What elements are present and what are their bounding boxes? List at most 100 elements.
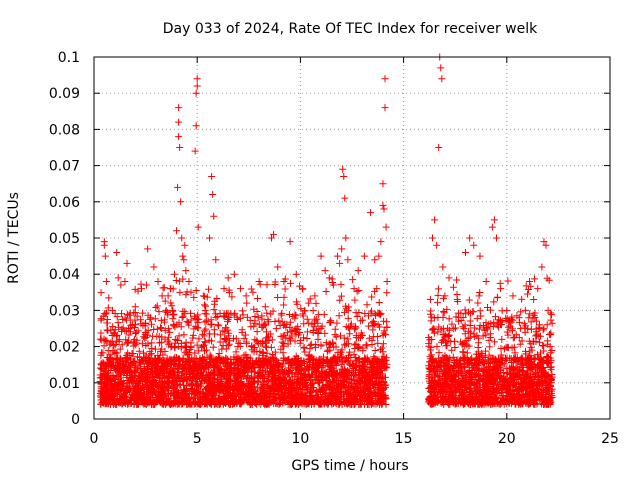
- data-point-band: [354, 313, 361, 320]
- data-point-band: [184, 318, 191, 325]
- data-point-band: [477, 307, 484, 314]
- data-point-band: [158, 317, 165, 324]
- data-point-band: [148, 345, 155, 352]
- data-point-band: [459, 348, 466, 355]
- data-point-band: [278, 310, 285, 317]
- data-point-band: [321, 330, 328, 337]
- data-point-band: [428, 351, 435, 358]
- data-point-band: [351, 297, 358, 304]
- data-point-band: [377, 310, 384, 317]
- data-point-band: [548, 311, 555, 318]
- data-point-band: [540, 325, 547, 332]
- data-point-band: [97, 329, 104, 336]
- data-point-band: [355, 287, 362, 294]
- data-point-band: [205, 286, 212, 293]
- data-point-band: [176, 332, 183, 339]
- data-point-band: [345, 315, 352, 322]
- data-point-band: [544, 321, 551, 328]
- data-point-band: [336, 312, 343, 319]
- data-point-band: [287, 280, 294, 287]
- data-point-band: [104, 316, 111, 323]
- data-point-band: [497, 345, 504, 352]
- data-point-band: [476, 289, 483, 296]
- data-point-band: [279, 339, 286, 346]
- data-point-band: [176, 289, 183, 296]
- data-point-band: [433, 343, 440, 350]
- data-point-band: [323, 288, 330, 295]
- data-point-band: [379, 344, 386, 351]
- data-point-band: [451, 338, 458, 345]
- data-point-band: [336, 297, 343, 304]
- data-point-band: [301, 344, 308, 351]
- data-point-band: [105, 294, 112, 301]
- data-point-band: [281, 294, 288, 301]
- data-point-band: [518, 296, 525, 303]
- data-point-band: [380, 318, 387, 325]
- data-point-band: [357, 317, 364, 324]
- data-point-band: [300, 320, 307, 327]
- data-point-band: [143, 281, 150, 288]
- data-point-band: [255, 314, 262, 321]
- data-point-band: [382, 374, 389, 381]
- data-point-band: [166, 329, 173, 336]
- data-point-band: [248, 285, 255, 292]
- data-point-band: [280, 301, 287, 308]
- data-point-band: [547, 317, 554, 324]
- data-point-band: [434, 314, 441, 321]
- data-point-band: [318, 342, 325, 349]
- data-point-band: [156, 308, 163, 315]
- data-point-band: [274, 294, 281, 301]
- data-point-band: [338, 293, 345, 300]
- data-point-band: [202, 310, 209, 317]
- data-point-band: [486, 337, 493, 344]
- data-point-band: [282, 285, 289, 292]
- data-point-band: [206, 330, 213, 337]
- data-point-band: [536, 339, 543, 346]
- data-point-band: [453, 277, 460, 284]
- data-point-band: [215, 322, 222, 329]
- data-point-band: [321, 311, 328, 318]
- data-point-band: [333, 320, 340, 327]
- data-point-band: [161, 284, 168, 291]
- data-point-band: [118, 310, 125, 317]
- data-point-band: [349, 276, 356, 283]
- data-point-band: [487, 330, 494, 337]
- data-point-band: [452, 324, 459, 331]
- data-point-band: [146, 316, 153, 323]
- data-point-band: [170, 311, 177, 318]
- data-point-band: [486, 343, 493, 350]
- data-point-band: [180, 331, 187, 338]
- data-points: [97, 54, 556, 409]
- data-point-band: [498, 336, 505, 343]
- data-point-band: [170, 311, 177, 318]
- data-point-band: [165, 334, 172, 341]
- chart-title: Day 033 of 2024, Rate Of TEC Index for r…: [163, 21, 538, 37]
- data-point-band: [372, 347, 379, 354]
- data-point-band: [158, 339, 165, 346]
- data-point-band: [104, 326, 111, 333]
- data-point-band: [326, 319, 333, 326]
- data-point-band: [165, 325, 172, 332]
- data-point-band: [491, 338, 498, 345]
- data-point-band: [98, 289, 105, 296]
- data-point-band: [304, 328, 311, 335]
- data-point-band: [450, 284, 457, 291]
- data-point-band: [154, 302, 161, 309]
- data-point-band: [221, 328, 228, 335]
- data-point-band: [536, 321, 543, 328]
- data-point-band: [115, 319, 122, 326]
- data-point-band: [492, 313, 499, 320]
- data-point-band: [271, 318, 278, 325]
- data-point-band: [199, 331, 206, 338]
- data-point-band: [376, 299, 383, 306]
- data-point-band: [263, 281, 270, 288]
- data-point-band: [434, 292, 441, 299]
- data-point-band: [524, 291, 531, 298]
- data-point-band: [434, 299, 441, 306]
- data-point-band: [450, 325, 457, 332]
- data-point-band: [539, 342, 546, 349]
- data-point-band: [435, 285, 442, 292]
- data-point-band: [383, 289, 390, 296]
